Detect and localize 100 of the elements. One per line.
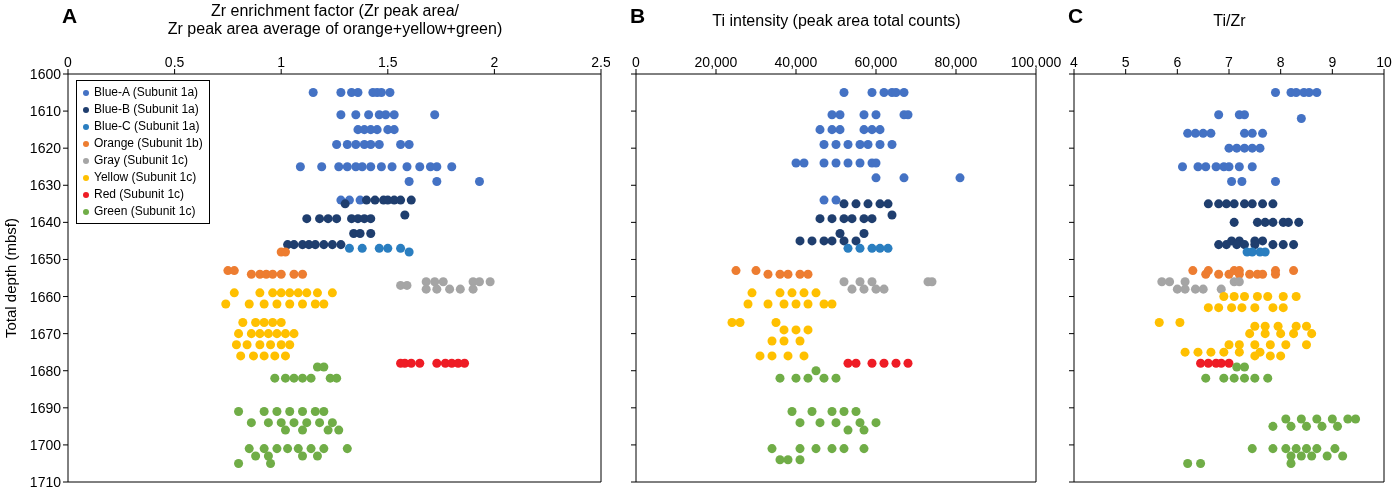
point <box>306 444 316 454</box>
point <box>334 425 344 435</box>
point <box>234 329 244 339</box>
point <box>1214 110 1224 120</box>
point <box>276 269 286 279</box>
point <box>1270 88 1281 98</box>
point <box>236 351 246 361</box>
point <box>887 139 897 149</box>
point <box>319 407 329 417</box>
point <box>404 139 414 149</box>
point <box>334 162 344 172</box>
point <box>385 88 395 98</box>
point <box>867 277 877 287</box>
point <box>342 444 352 454</box>
point <box>843 243 853 253</box>
point <box>406 195 416 205</box>
point <box>859 425 869 435</box>
point <box>1154 318 1164 328</box>
point <box>1270 177 1281 187</box>
point <box>1291 292 1301 302</box>
point <box>1268 444 1278 454</box>
point <box>835 228 845 238</box>
point <box>246 418 256 428</box>
point <box>336 240 346 250</box>
y-tick-label: 1630 <box>29 177 62 194</box>
legend-label: Red (Subunit 1c) <box>94 186 185 203</box>
point <box>883 199 893 209</box>
point <box>1289 329 1299 339</box>
point <box>332 214 342 224</box>
point <box>276 318 286 328</box>
point <box>1165 277 1175 287</box>
point <box>899 88 909 98</box>
point <box>1219 347 1229 357</box>
point <box>1224 358 1234 368</box>
point <box>430 277 440 287</box>
point <box>1188 266 1198 276</box>
point <box>843 139 853 149</box>
point <box>1317 421 1327 431</box>
point <box>1268 240 1278 250</box>
point <box>1237 177 1247 187</box>
point <box>819 299 829 309</box>
point <box>342 162 352 172</box>
point <box>1214 240 1224 250</box>
point <box>871 110 881 120</box>
point <box>859 125 869 135</box>
legend-label: Green (Subunit 1c) <box>94 203 196 220</box>
point <box>1206 347 1216 357</box>
point <box>1260 329 1270 339</box>
point <box>280 373 290 383</box>
point <box>376 162 386 172</box>
point <box>430 110 440 120</box>
point <box>1196 358 1206 368</box>
point <box>1234 347 1244 357</box>
x-tick-label: 40,000 <box>774 54 818 70</box>
point <box>815 418 825 428</box>
point <box>803 269 813 279</box>
point <box>317 162 327 172</box>
point <box>791 299 801 309</box>
point <box>1180 284 1190 294</box>
point <box>807 236 817 246</box>
point <box>432 177 442 187</box>
point <box>883 243 893 253</box>
y-tick-label: 1710 <box>29 473 62 487</box>
point <box>863 199 873 209</box>
point <box>485 277 495 287</box>
point <box>795 444 805 454</box>
point <box>357 243 367 253</box>
point <box>799 288 809 298</box>
point <box>1291 321 1301 331</box>
point <box>404 177 414 187</box>
point <box>1190 128 1200 138</box>
point <box>231 340 241 350</box>
legend-label: Gray (Subunit 1c) <box>94 152 189 169</box>
point <box>1232 143 1242 153</box>
point <box>783 269 793 279</box>
point <box>1281 444 1291 454</box>
point <box>783 455 793 465</box>
point <box>775 269 785 279</box>
point <box>351 139 361 149</box>
point <box>285 407 295 417</box>
point <box>289 269 299 279</box>
point <box>1278 292 1288 302</box>
point <box>1307 329 1317 339</box>
point <box>827 214 837 224</box>
y-tick-label: 1620 <box>29 140 62 157</box>
point <box>1258 128 1268 138</box>
point <box>1250 340 1260 350</box>
point <box>879 284 889 294</box>
y-tick-label: 1690 <box>29 399 62 416</box>
point <box>1203 303 1213 313</box>
point <box>859 110 869 120</box>
point <box>1281 414 1291 424</box>
point <box>815 125 825 135</box>
point <box>372 125 382 135</box>
point <box>474 177 484 187</box>
point <box>1224 269 1234 279</box>
point <box>285 340 295 350</box>
x-tick-label: 100,000 <box>1010 54 1062 70</box>
point <box>819 158 829 168</box>
point <box>460 358 470 368</box>
